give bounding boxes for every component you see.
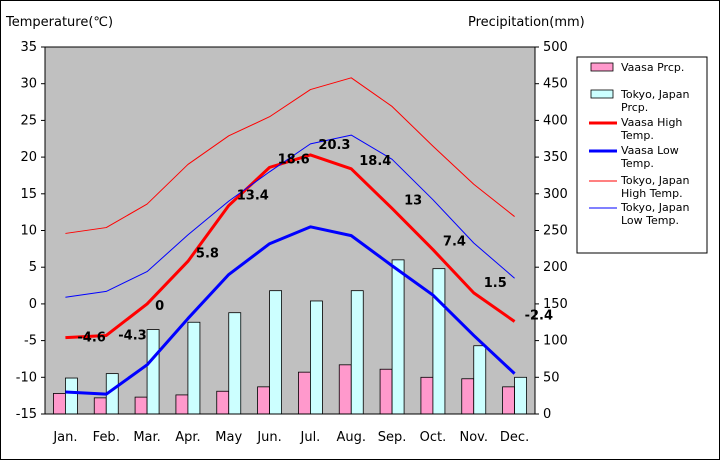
x-tick-label-4: May <box>215 430 242 445</box>
legend-label-4-0: Tokyo, Japan <box>620 174 689 187</box>
y-left-tick-label: 20 <box>20 150 37 165</box>
bar-tokyo-prcp-4 <box>228 312 242 415</box>
x-tick-label-9: Oct. <box>420 430 447 445</box>
x-tick-label-7: Aug. <box>336 430 366 445</box>
y-right-tick-label: 400 <box>543 113 568 128</box>
data-label-vaasa-high-6: 20.3 <box>318 138 350 153</box>
axes-layer: -15-10-505101520253035050100150200250300… <box>16 40 568 445</box>
bar-tokyo-prcp-11 <box>514 376 527 415</box>
y-right-tick-label: 150 <box>543 297 568 312</box>
bar-tokyo-prcp-2 <box>146 329 160 415</box>
data-label-vaasa-high-0: -4.6 <box>77 331 105 346</box>
bar-vaasa-prcp-8 <box>379 368 393 415</box>
bar-vaasa-prcp-2 <box>134 396 148 415</box>
data-label-vaasa-high-1: -4.3 <box>118 328 146 343</box>
bar-vaasa-prcp-9 <box>420 376 434 415</box>
legend-label-5-1: Low Temp. <box>621 214 679 227</box>
legend-label-1-0: Tokyo, Japan <box>620 88 689 101</box>
bar-tokyo-prcp-5 <box>269 290 282 415</box>
legend-label-3-0: Vaasa Low <box>621 144 679 157</box>
data-label-vaasa-high-4: 13.4 <box>237 189 269 204</box>
bar-tokyo-prcp-10 <box>473 345 487 415</box>
legend-label-1-1: Prcp. <box>621 101 648 114</box>
data-label-vaasa-high-8: 13 <box>404 193 422 208</box>
bar-tokyo-prcp-3 <box>187 321 201 415</box>
x-tick-label-2: Mar. <box>133 430 160 445</box>
data-label-vaasa-high-7: 18.4 <box>359 154 391 169</box>
y-right-tick-label: 350 <box>543 150 568 165</box>
x-tick-label-5: Jun. <box>256 430 281 445</box>
y-right-axis-title: Precipitation(mm) <box>468 15 585 30</box>
bar-vaasa-prcp-5 <box>257 386 270 415</box>
y-right-tick-label: 200 <box>543 260 568 275</box>
y-right-tick-label: 100 <box>543 334 568 349</box>
y-left-tick-label: -15 <box>16 407 37 422</box>
x-tick-label-1: Feb. <box>93 430 120 445</box>
y-right-tick-label: 0 <box>543 407 551 422</box>
legend-label-0-0: Vaasa Prcp. <box>621 61 684 74</box>
x-tick-label-11: Dec. <box>500 430 529 445</box>
legend-label-2-0: Vaasa High <box>621 116 682 129</box>
y-right-tick-label: 300 <box>543 187 568 202</box>
y-left-tick-label: 5 <box>29 260 37 275</box>
data-label-vaasa-high-10: 1.5 <box>484 276 507 291</box>
legend-swatch-1 <box>590 89 614 99</box>
y-right-tick-label: 500 <box>543 40 568 55</box>
plot-area <box>44 46 536 415</box>
legend-label-4-1: High Temp. <box>621 187 683 200</box>
legend-label-2-1: Temp. <box>620 129 654 142</box>
y-left-tick-label: 25 <box>20 113 37 128</box>
line-tokyo-high-temp <box>65 77 515 234</box>
bar-tokyo-prcp-6 <box>310 300 323 415</box>
bar-vaasa-prcp-11 <box>502 386 515 415</box>
line-vaasa-high-temp <box>65 153 516 340</box>
data-label-layer: -4.6 -4.3 0 5.8 13.4 18.6 20.3 18.4 13 7.4 1.5 -2.4 <box>77 138 553 346</box>
y-left-tick-label: 35 <box>20 40 37 55</box>
bar-vaasa-prcp-1 <box>93 397 107 415</box>
line-tokyo-low-temp <box>65 134 515 298</box>
legend-label-3-1: Temp. <box>620 157 654 170</box>
legend-swatch-0 <box>590 62 614 72</box>
y-right-tick-label: 450 <box>543 77 568 92</box>
x-tick-label-0: Jan. <box>52 430 77 445</box>
bar-tokyo-prcp-7 <box>350 290 364 415</box>
bar-tokyo-prcp-8 <box>391 259 405 415</box>
data-label-vaasa-high-3: 5.8 <box>196 246 219 261</box>
bar-tokyo-prcp-9 <box>432 268 446 415</box>
line-vaasa-low-temp <box>65 225 516 396</box>
bar-vaasa-prcp-6 <box>298 371 311 415</box>
y-right-tick-label: 50 <box>543 370 560 385</box>
bar-tokyo-prcp-0 <box>65 377 78 415</box>
x-tick-label-6: Jul. <box>300 430 321 445</box>
y-left-tick-label: -5 <box>24 334 37 349</box>
bar-vaasa-prcp-4 <box>216 390 230 415</box>
y-left-tick-label: 30 <box>20 77 37 92</box>
y-left-tick-label: -10 <box>16 370 37 385</box>
y-left-axis-title: Temperature(℃) <box>5 15 113 30</box>
data-label-vaasa-high-5: 18.6 <box>278 152 310 167</box>
y-left-tick-label: 10 <box>20 224 37 239</box>
legend-label-5-0: Tokyo, Japan <box>620 201 689 214</box>
data-label-vaasa-high-9: 7.4 <box>443 235 466 250</box>
y-left-tick-label: 0 <box>29 297 37 312</box>
bar-vaasa-prcp-7 <box>338 364 352 415</box>
bar-vaasa-prcp-3 <box>175 394 189 415</box>
data-label-vaasa-high-11: -2.4 <box>525 309 553 324</box>
bar-vaasa-prcp-0 <box>53 393 66 415</box>
y-right-tick-label: 250 <box>543 224 568 239</box>
x-tick-label-8: Sep. <box>378 430 407 445</box>
line-layer <box>65 77 516 396</box>
bar-vaasa-prcp-10 <box>461 378 475 415</box>
x-tick-label-10: Nov. <box>460 430 489 445</box>
data-label-vaasa-high-2: 0 <box>155 299 164 314</box>
x-tick-label-3: Apr. <box>175 430 200 445</box>
y-left-tick-label: 15 <box>20 187 37 202</box>
